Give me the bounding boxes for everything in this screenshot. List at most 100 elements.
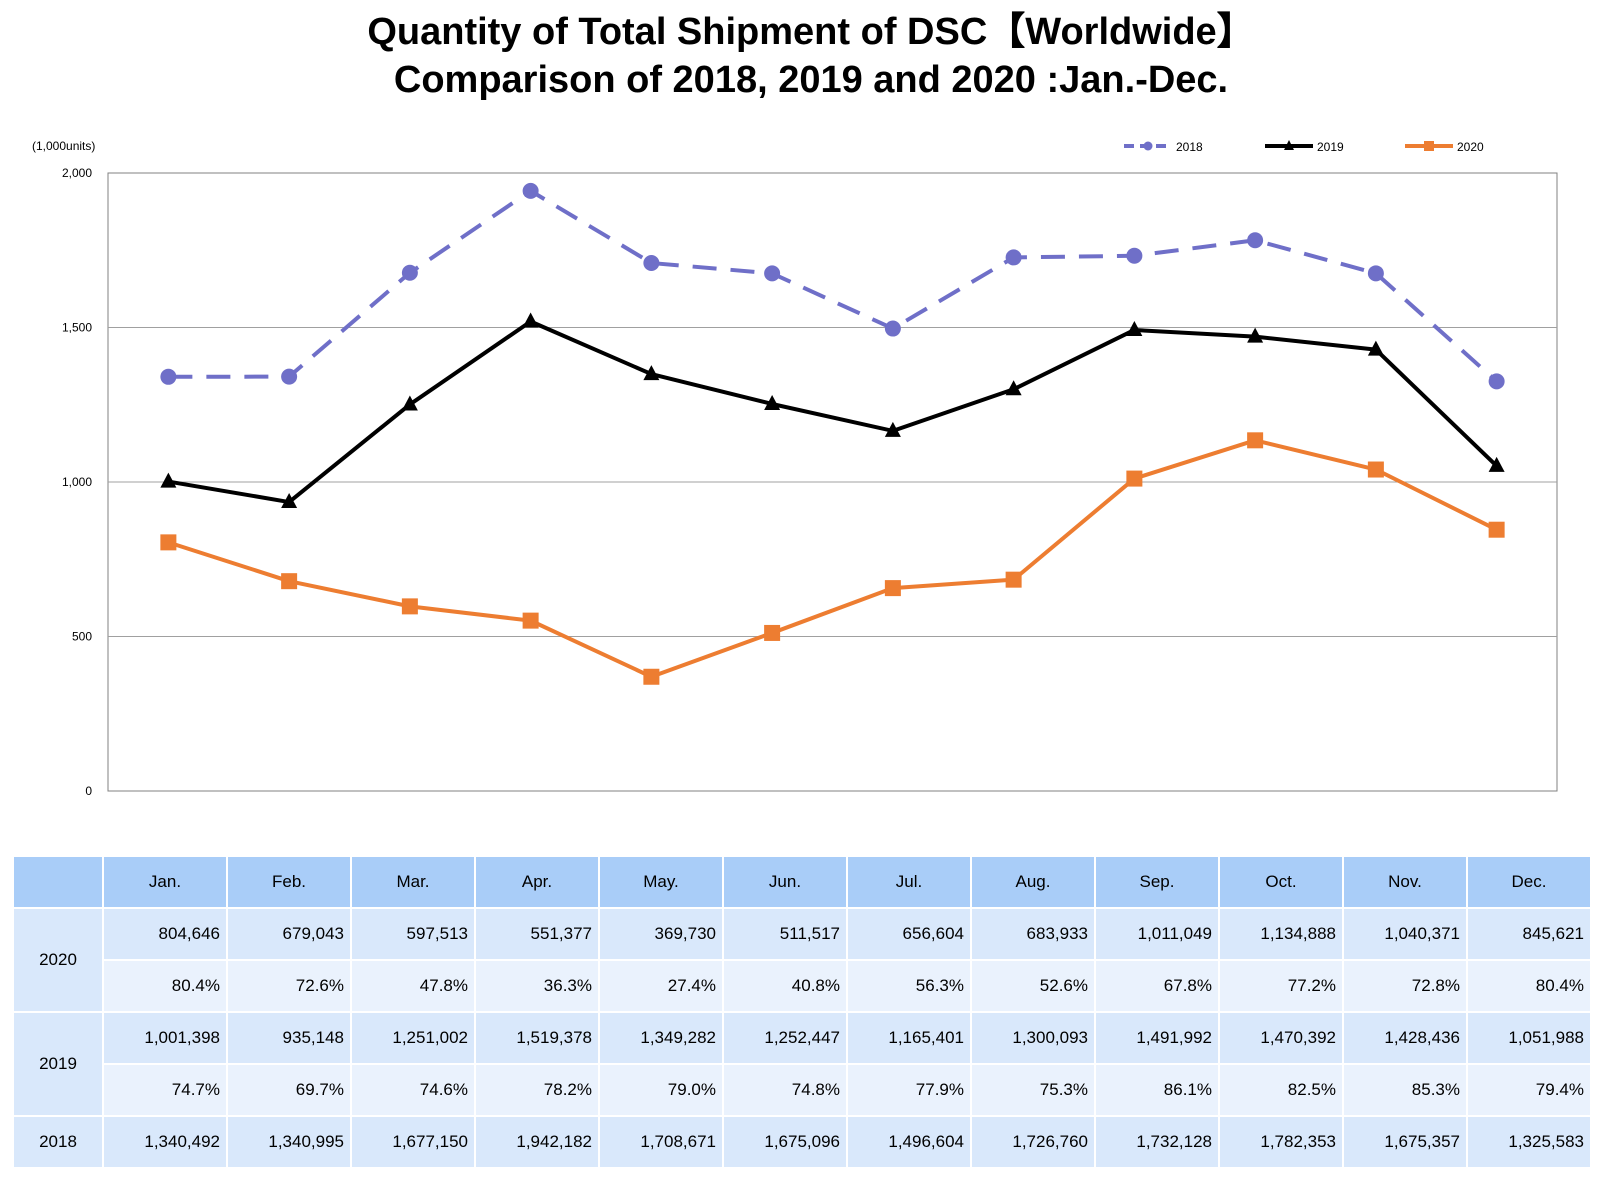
table-value-cell: 1,349,282 — [598, 1011, 724, 1065]
table-value-cell: 1,782,353 — [1218, 1115, 1344, 1169]
data-point-2019 — [160, 472, 177, 488]
legend-label-2019: 2019 — [1317, 140, 1344, 154]
data-point-2019 — [281, 493, 298, 509]
table-header-row: Jan. Feb. Mar. Apr. May. Jun. Jul. Aug. Sep. Oct.… — [12, 855, 1592, 909]
table-value-cell: 1,051,988 — [1466, 1011, 1592, 1065]
month-header: Feb. — [226, 855, 352, 909]
table-percent-cell: 85.3% — [1342, 1063, 1468, 1117]
month-header: Aug. — [970, 855, 1096, 909]
table-value-cell: 804,646 — [102, 907, 228, 961]
legend-marker-2019 — [1284, 140, 1294, 150]
data-point-2019 — [1367, 340, 1384, 356]
table-value-cell: 1,011,049 — [1094, 907, 1220, 961]
month-header: May. — [598, 855, 724, 909]
data-point-2018 — [160, 368, 177, 385]
table-row-2020-percents: 80.4% 72.6% 47.8% 36.3% 27.4% 40.8% 56.3% 52.6%… — [13, 959, 1592, 1013]
table-value-cell: 1,675,357 — [1342, 1115, 1468, 1169]
table-value-cell: 1,325,583 — [1466, 1115, 1592, 1169]
data-point-2018 — [1126, 247, 1143, 264]
data-point-2020 — [1005, 571, 1022, 588]
table-percent-cell: 78.2% — [474, 1063, 600, 1117]
table-row-2020-values: 2020 804,646 679,043 597,513 551,377 369,730 5… — [12, 907, 1592, 1013]
table-percent-cell: 79.0% — [598, 1063, 724, 1117]
data-point-2019 — [1005, 380, 1022, 396]
row-year-label: 2018 — [12, 1115, 104, 1169]
data-point-2018 — [884, 320, 901, 337]
table-value-cell: 1,134,888 — [1218, 907, 1344, 961]
table-value-cell: 369,730 — [598, 907, 724, 961]
data-table: Jan. Feb. Mar. Apr. May. Jun. Jul. Aug. Sep. Oct.… — [12, 855, 1592, 1169]
data-point-2019 — [401, 395, 418, 411]
data-point-2018 — [1005, 249, 1022, 266]
data-point-2019 — [1247, 327, 1264, 343]
data-point-2020 — [1367, 461, 1384, 478]
table-value-cell: 1,726,760 — [970, 1115, 1096, 1169]
data-point-2019 — [1126, 320, 1143, 336]
table-value-cell: 1,001,398 — [102, 1011, 228, 1065]
table-value-cell: 1,340,995 — [226, 1115, 352, 1169]
data-point-2018 — [643, 255, 660, 272]
month-header: Dec. — [1466, 855, 1592, 909]
data-point-2020 — [522, 612, 539, 629]
table-percent-cell: 52.6% — [970, 959, 1096, 1013]
chart-gridlines — [107, 172, 1558, 792]
table-percent-cell: 72.8% — [1342, 959, 1468, 1013]
data-point-2018 — [764, 265, 781, 282]
table-value-cell: 1,300,093 — [970, 1011, 1096, 1065]
table-percent-cell: 82.5% — [1218, 1063, 1344, 1117]
table-percent-cell: 74.8% — [722, 1063, 848, 1117]
data-point-2020 — [884, 580, 901, 597]
table-value-cell: 1,732,128 — [1094, 1115, 1220, 1169]
series-2019 — [160, 312, 1505, 509]
month-header: Jul. — [846, 855, 972, 909]
table-value-cell: 1,470,392 — [1218, 1011, 1344, 1065]
table-percent-cell: 77.9% — [846, 1063, 972, 1117]
data-point-2020 — [401, 598, 418, 615]
table-percent-cell: 67.8% — [1094, 959, 1220, 1013]
table-percent-cell: 27.4% — [598, 959, 724, 1013]
month-header: Apr. — [474, 855, 600, 909]
table-value-cell: 1,708,671 — [598, 1115, 724, 1169]
table-percent-cell: 56.3% — [846, 959, 972, 1013]
row-year-label: 2019 — [12, 1011, 104, 1117]
data-point-2020 — [281, 573, 298, 590]
table-percent-cell: 72.6% — [226, 959, 352, 1013]
data-point-2019 — [522, 312, 539, 328]
series-line-2020 — [167, 438, 1498, 679]
table-value-cell: 597,513 — [350, 907, 476, 961]
series-line-2019 — [168, 319, 1499, 505]
chart-legend: 2018 2019 2020 — [1124, 140, 1484, 154]
table-percent-cell: 40.8% — [722, 959, 848, 1013]
table-percent-cell: 36.3% — [474, 959, 600, 1013]
table-row-2019-values: 2019 1,001,398 935,148 1,251,002 1,519,378 1,… — [12, 1011, 1592, 1117]
table-percent-cell: 69.7% — [226, 1063, 352, 1117]
data-point-2018 — [1247, 232, 1264, 249]
data-point-2020 — [1126, 470, 1143, 487]
month-header: Nov. — [1342, 855, 1468, 909]
data-point-2019 — [643, 365, 660, 381]
y-tick-label: 1,000 — [62, 475, 92, 489]
table-percent-cell: 86.1% — [1094, 1063, 1220, 1117]
data-point-2020 — [160, 534, 177, 551]
table-value-cell: 1,428,436 — [1342, 1011, 1468, 1065]
data-point-2020 — [643, 668, 660, 685]
table-value-cell: 1,491,992 — [1094, 1011, 1220, 1065]
table-corner-cell — [12, 855, 104, 909]
table-percent-cell: 79.4% — [1466, 1063, 1592, 1117]
table-row-2019-percents: 74.7% 69.7% 74.6% 78.2% 79.0% 74.8% 77.9% 75.3%… — [13, 1063, 1592, 1117]
table-percent-cell: 80.4% — [1466, 959, 1592, 1013]
legend-label-2020: 2020 — [1457, 140, 1484, 154]
table-value-cell: 679,043 — [226, 907, 352, 961]
series-line-2018 — [168, 188, 1498, 383]
y-axis-ticks: 0 500 1,000 1,500 2,000 — [62, 166, 92, 798]
data-point-2019 — [764, 394, 781, 410]
table-value-cell: 1,251,002 — [350, 1011, 476, 1065]
legend-marker-2020 — [1424, 141, 1434, 151]
chart-title-line-2: Comparison of 2018, 2019 and 2020 :Jan.-… — [393, 59, 1229, 101]
legend-item-2018: 2018 — [1124, 140, 1203, 154]
chart-title-line-1: Quantity of Total Shipment of DSC【Worldw… — [367, 11, 1255, 53]
data-point-2020 — [1488, 521, 1505, 538]
table-percent-cell: 47.8% — [350, 959, 476, 1013]
table-value-cell: 845,621 — [1466, 907, 1592, 961]
series-2020 — [160, 432, 1505, 685]
